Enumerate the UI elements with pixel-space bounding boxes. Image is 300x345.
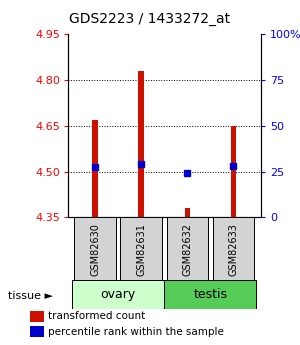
Bar [74,217,116,281]
Bar [231,126,236,217]
Text: testis: testis [193,288,227,301]
Text: GSM82631: GSM82631 [136,223,146,276]
Bar [167,217,208,281]
Text: transformed count: transformed count [48,311,145,321]
Text: GSM82633: GSM82633 [228,223,239,276]
Text: GDS2223 / 1433272_at: GDS2223 / 1433272_at [69,12,231,26]
Text: tissue ►: tissue ► [8,291,52,300]
Text: ovary: ovary [100,288,136,301]
Bar [72,280,164,309]
Bar [121,217,162,281]
Text: percentile rank within the sample: percentile rank within the sample [48,327,224,337]
Bar [184,208,190,217]
Bar [164,280,256,309]
Bar [213,217,254,281]
Bar [138,71,144,217]
Text: GSM82630: GSM82630 [90,223,100,276]
Text: GSM82632: GSM82632 [182,223,192,276]
Bar [92,120,98,217]
